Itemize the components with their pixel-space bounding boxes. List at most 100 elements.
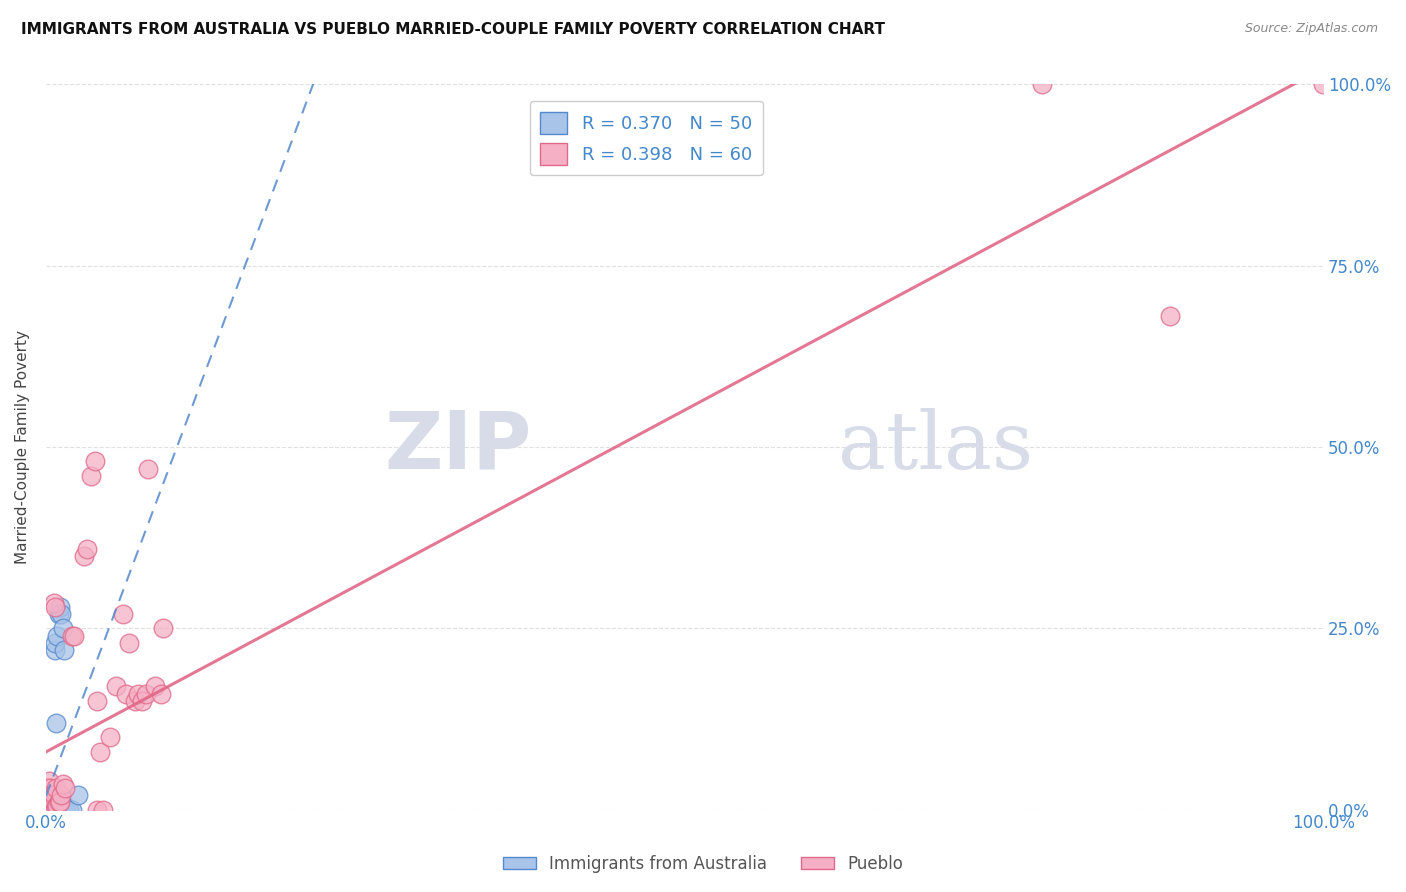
Point [38, 803, 60, 817]
Point [60, 803, 83, 817]
Point [42, 596, 65, 610]
Point [38, 798, 60, 813]
Point [45, 798, 67, 813]
Point [37, 795, 59, 809]
Point [53, 803, 76, 817]
Point [105, 679, 128, 693]
Point [38, 803, 60, 817]
Point [39, 803, 62, 817]
Point [46, 803, 69, 817]
Point [111, 607, 134, 621]
Point [93, 803, 115, 817]
Point [37, 803, 59, 817]
Point [52, 803, 75, 817]
Point [143, 679, 166, 693]
Text: atlas: atlas [838, 408, 1033, 486]
Point [48, 803, 70, 817]
Point [115, 686, 138, 700]
Point [42, 795, 65, 809]
Point [53, 780, 76, 795]
Point [98, 730, 121, 744]
Point [38, 795, 60, 809]
Point [1312, 78, 1334, 92]
Point [38, 780, 60, 795]
Text: Source: ZipAtlas.com: Source: ZipAtlas.com [1244, 22, 1378, 36]
Point [38, 798, 60, 813]
Point [37, 780, 59, 795]
Point [38, 795, 60, 809]
Point [44, 803, 66, 817]
Point [127, 686, 149, 700]
Point [37, 798, 59, 813]
Point [63, 628, 86, 642]
Point [51, 795, 73, 809]
Point [38, 788, 60, 802]
Point [37, 780, 59, 795]
Point [52, 777, 75, 791]
Text: ZIP: ZIP [384, 408, 531, 486]
Point [52, 643, 75, 657]
Point [86, 694, 108, 708]
Point [37, 798, 59, 813]
Point [131, 694, 153, 708]
Point [38, 798, 60, 813]
Point [41, 803, 63, 817]
Point [149, 686, 172, 700]
Point [86, 803, 108, 817]
Point [44, 636, 66, 650]
Point [136, 461, 159, 475]
Point [1159, 310, 1181, 324]
Point [38, 803, 60, 817]
Point [73, 549, 96, 563]
Point [38, 773, 60, 788]
Point [79, 469, 101, 483]
Point [37, 795, 59, 809]
Point [42, 803, 65, 817]
Legend: R = 0.370   N = 50, R = 0.398   N = 60: R = 0.370 N = 50, R = 0.398 N = 60 [530, 101, 763, 176]
Point [60, 628, 83, 642]
Point [1031, 78, 1053, 92]
Point [152, 621, 174, 635]
Point [49, 795, 72, 809]
Point [37, 803, 59, 817]
Point [37, 795, 59, 809]
Point [48, 795, 70, 809]
Point [38, 798, 60, 813]
Point [38, 798, 60, 813]
Point [49, 599, 72, 614]
Point [46, 798, 69, 813]
Point [66, 788, 89, 802]
Point [37, 791, 59, 805]
Point [38, 803, 60, 817]
Point [38, 795, 60, 809]
Point [38, 788, 60, 802]
Point [42, 798, 65, 813]
Point [39, 795, 62, 809]
Point [76, 541, 98, 556]
Point [38, 780, 60, 795]
Point [89, 745, 111, 759]
Point [37, 803, 59, 817]
Point [45, 780, 67, 795]
Point [38, 803, 60, 817]
Point [44, 643, 66, 657]
Text: IMMIGRANTS FROM AUSTRALIA VS PUEBLO MARRIED-COUPLE FAMILY POVERTY CORRELATION CH: IMMIGRANTS FROM AUSTRALIA VS PUEBLO MARR… [21, 22, 886, 37]
Point [51, 788, 73, 802]
Point [38, 803, 60, 817]
Point [38, 788, 60, 802]
Point [52, 621, 75, 635]
Point [118, 636, 141, 650]
Point [83, 454, 105, 468]
Point [39, 803, 62, 817]
Point [38, 791, 60, 805]
Point [38, 795, 60, 809]
Point [37, 788, 59, 802]
Legend: Immigrants from Australia, Pueblo: Immigrants from Australia, Pueblo [496, 848, 910, 880]
Point [39, 798, 62, 813]
Point [37, 784, 59, 798]
Point [45, 715, 67, 730]
Point [48, 788, 70, 802]
Point [48, 607, 70, 621]
Point [53, 798, 76, 813]
Point [37, 788, 59, 802]
